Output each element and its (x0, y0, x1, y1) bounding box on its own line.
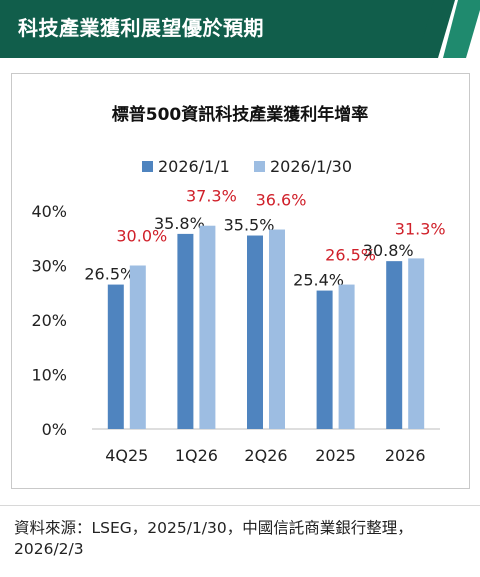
legend-swatch-2 (254, 161, 265, 172)
bar-2025-s1 (316, 290, 333, 429)
legend-swatch-1 (142, 161, 153, 172)
bar-4Q25-s2 (129, 265, 146, 429)
data-label-1Q26-s2: 37.3% (186, 187, 237, 206)
y-tick-label-0: 0% (42, 420, 67, 439)
bar-4Q25-s1 (107, 284, 124, 429)
bar-2Q26-s1 (247, 235, 263, 429)
bar-1Q26-s2 (199, 225, 216, 429)
header-stripes (417, 0, 480, 58)
y-tick-label-2: 20% (31, 311, 67, 330)
chart-legend: 2026/1/1 2026/1/30 (142, 157, 352, 176)
data-label-2026-s2: 31.3% (395, 219, 446, 238)
chart-panel: 標普500資訊科技產業獲利年增率 2026/1/1 2026/1/30 0% 10%… (11, 73, 470, 489)
x-tick-label-1Q26: 1Q26 (175, 446, 218, 465)
bar-2025-s2 (338, 284, 355, 429)
footer-divider (0, 505, 480, 506)
y-axis: 0% 10% 20% 30% 40% (31, 202, 440, 439)
header: 科技產業獲利展望優於預期 (0, 0, 480, 58)
data-label-4Q25-s1: 26.5% (84, 265, 135, 284)
y-tick-label-1: 10% (31, 366, 67, 385)
data-label-2026-s1: 30.8% (363, 241, 414, 260)
bars-group: 26.5% 30.0%35.8% 37.3% 35.5% 36.6% 25.4% 26.5%… (84, 187, 446, 429)
bar-chart: 標普500資訊科技產業獲利年增率 2026/1/1 2026/1/30 0% 10%… (31, 104, 446, 465)
bar-2Q26-s2 (269, 229, 285, 429)
y-tick-label-3: 30% (31, 257, 67, 276)
data-label-1Q26-s1: 35.8% (154, 214, 205, 233)
x-tick-label-2Q26: 2Q26 (244, 446, 287, 465)
data-label-4Q25-s2: 30.0% (116, 227, 167, 246)
legend-label-2: 2026/1/30 (270, 157, 352, 176)
bar-2026-s1 (386, 261, 403, 429)
x-tick-label-2025: 2025 (315, 446, 356, 465)
footer-source: 資料來源：LSEG，2025/1/30，中國信託商業銀行整理，2026/2/3 (14, 519, 413, 558)
legend-label-1: 2026/1/1 (158, 157, 230, 176)
bar-1Q26-s1 (177, 233, 194, 429)
data-label-2025-s1: 25.4% (293, 271, 344, 290)
header-bar (0, 0, 434, 58)
data-label-2Q26-s2: 36.6% (256, 191, 307, 210)
data-label-2025-s2: 26.5% (325, 246, 376, 265)
chart-title: 標普500資訊科技產業獲利年增率 (112, 104, 369, 125)
bar-2026-s2 (408, 258, 425, 429)
page-title: 科技產業獲利展望優於預期 (18, 16, 264, 40)
x-tick-label-4Q25: 4Q25 (105, 446, 148, 465)
y-tick-label-4: 40% (31, 202, 67, 221)
x-tick-label-2026: 2026 (385, 446, 426, 465)
data-label-2Q26-s1: 35.5% (224, 216, 275, 235)
x-axis: 4Q25 1Q26 2Q26 2025 2026 (105, 446, 425, 465)
